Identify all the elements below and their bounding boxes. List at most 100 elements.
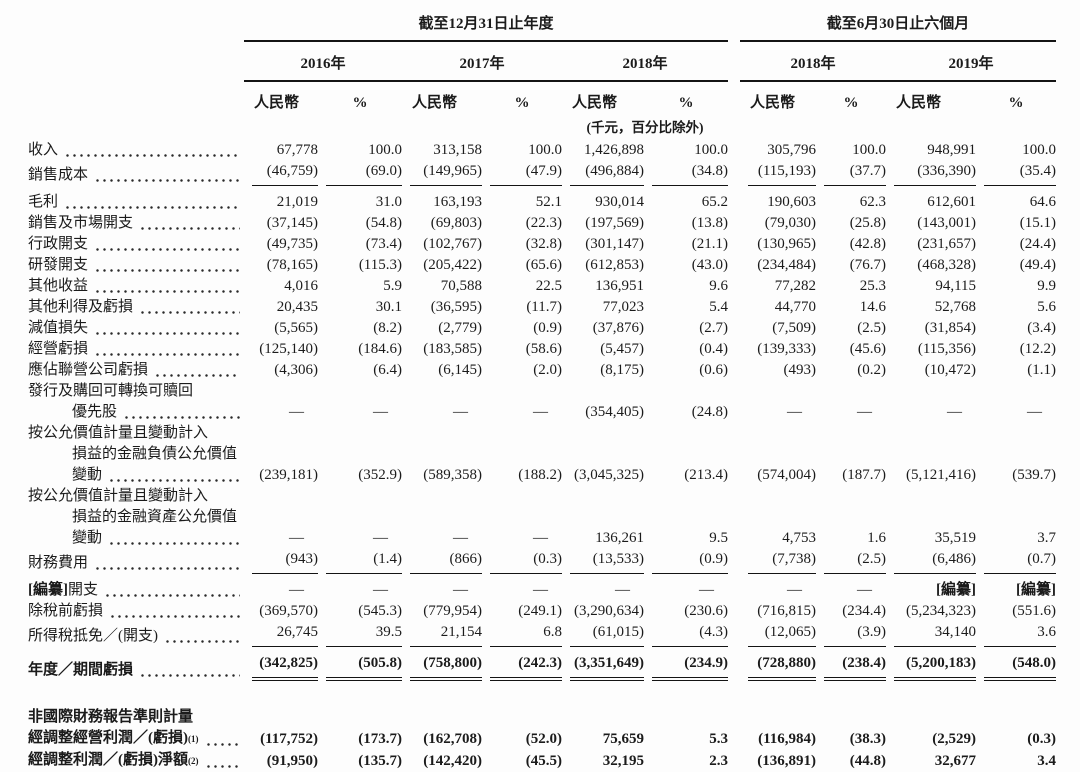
value-cell: (0.3) — [1027, 731, 1057, 747]
value-cell: (188.2) — [518, 467, 562, 483]
value-cell: 9.9 — [1037, 278, 1057, 294]
row-label: 減值損失 — [28, 318, 244, 339]
value-cell: (231,657) — [917, 236, 977, 252]
value-cell: — — [289, 530, 304, 546]
year-2017: 2017年 — [402, 41, 562, 82]
table-row: 其他利得及虧損 20,435 30.1 (36,595) (11.7) 77,023 5.4… — [28, 297, 1056, 318]
value-cell: — — [615, 582, 630, 598]
value-cell: 3.4 — [1037, 753, 1057, 769]
value-cell: (46,759) — [244, 161, 318, 186]
row-label: 年度／期間虧損 — [28, 647, 244, 681]
value-cell: — — [453, 404, 468, 420]
value-cell: (468,328) — [917, 257, 977, 273]
value-cell: (25.8) — [849, 215, 887, 231]
value-cell: — — [373, 530, 388, 546]
value-cell: (5,565) — [274, 320, 318, 336]
table-row: [編纂] 開支 — — — — — — — — [編纂] [編纂] — [28, 574, 1056, 601]
row-label: 除稅前虧損 — [28, 601, 244, 622]
year-header-row: 2016年 2017年 2018年 2018年 2019年 — [28, 41, 1057, 82]
value-cell: (2.5) — [816, 549, 887, 574]
value-cell: (184.6) — [358, 341, 402, 357]
value-cell: (7,738) — [740, 549, 817, 574]
subheader-row: 人民幣 % 人民幣 % 人民幣 % 人民幣 % 人民幣 % — [28, 81, 1056, 114]
value-cell: 5.3 — [709, 731, 729, 747]
row-label: 應佔聯營公司虧損 — [28, 360, 244, 381]
value-cell: (369,570) — [259, 603, 318, 619]
dot-leader — [64, 154, 240, 157]
value-cell: (197,569) — [585, 215, 644, 231]
value-cell: — — [289, 404, 304, 420]
value-cell: 25.3 — [859, 278, 887, 294]
value-cell: (2.5) — [857, 320, 887, 336]
value-cell: 67,778 — [276, 142, 318, 158]
value-cell: (24.4) — [1019, 236, 1057, 252]
value-cell: — — [533, 404, 548, 420]
value-cell: 75,659 — [602, 731, 644, 747]
value-cell: (8,175) — [600, 362, 644, 378]
currency-header: 人民幣 — [896, 95, 942, 111]
value-cell: (31,854) — [924, 320, 977, 336]
value-cell: (3,045,325) — [574, 467, 644, 483]
currency-header: 人民幣 — [254, 95, 300, 111]
value-cell: 44,770 — [774, 299, 817, 315]
dot-leader — [108, 542, 240, 545]
group-title-interim: 截至6月30日止六個月 — [740, 8, 1057, 42]
value-cell: — — [453, 582, 468, 598]
value-cell: 2.3 — [709, 753, 729, 769]
currency-header: 人民幣 — [750, 95, 796, 111]
table-row: 收入 67,778 100.0 313,158 100.0 1,426,898 100.0 3… — [28, 140, 1056, 161]
value-cell: (102,767) — [423, 236, 482, 252]
value-cell: (149,965) — [402, 161, 482, 186]
group-header-row: 截至12月31日止年度 截至6月30日止六個月 — [28, 8, 1057, 42]
spacer-row — [28, 681, 1056, 707]
value-cell: (49.4) — [1019, 257, 1057, 273]
value-cell: (4,306) — [274, 362, 318, 378]
value-cell: (6.4) — [373, 362, 402, 378]
value-cell: 163,193 — [433, 194, 482, 210]
dot-leader — [94, 290, 240, 293]
row-label: 其他利得及虧損 — [28, 297, 244, 318]
row-label: 按公允價值計量且變動計入 損益的金融負債公允價值 變動 — [28, 423, 244, 486]
value-cell: (61,015) — [562, 622, 644, 647]
row-label: 非國際財務報告準則計量 — [28, 709, 194, 725]
value-cell: 6.8 — [482, 622, 562, 647]
table-row: 所得稅抵免／(開支) 26,745 39.5 21,154 6.8 (61,015) (4.… — [28, 622, 1057, 647]
row-label: 經營虧損 — [28, 339, 244, 360]
value-cell: (42.8) — [849, 236, 887, 252]
dot-leader — [139, 674, 240, 677]
value-cell: (162,708) — [423, 731, 482, 747]
value-cell: — — [453, 530, 468, 546]
value-cell: 20,435 — [276, 299, 318, 315]
table-row: 研發開支 (78,165) (115.3) (205,422) (65.6) (612,8… — [28, 255, 1056, 276]
value-cell: 62.3 — [859, 194, 887, 210]
dot-leader — [108, 479, 240, 482]
value-cell: [編纂] — [1016, 582, 1057, 598]
table-row: 銷售及市場開支 (37,145) (54.8) (69,803) (22.3) (197,… — [28, 213, 1056, 234]
year-2019-interim: 2019年 — [886, 41, 1057, 82]
row-label: 銷售成本 — [28, 161, 244, 186]
table-row: 非國際財務報告準則計量 — [28, 707, 1056, 728]
row-label: 銷售及市場開支 — [28, 213, 244, 234]
value-cell: (7,509) — [772, 320, 817, 336]
value-cell: 94,115 — [935, 278, 977, 294]
value-cell: (37,876) — [592, 320, 644, 336]
value-cell: — — [373, 582, 388, 598]
value-cell: 190,603 — [767, 194, 817, 210]
value-cell: (2.7) — [699, 320, 729, 336]
value-cell: (79,030) — [764, 215, 817, 231]
value-cell: (551.6) — [1012, 603, 1057, 619]
value-cell: 30.1 — [375, 299, 402, 315]
value-cell: (143,001) — [917, 215, 977, 231]
value-cell: 313,158 — [433, 142, 482, 158]
value-cell: — — [289, 582, 304, 598]
value-cell: (342,825) — [244, 647, 318, 681]
table-row: 年度／期間虧損 (342,825) (505.8) (758,800) (242.3)(… — [28, 647, 1057, 681]
value-cell: — — [1027, 404, 1043, 420]
value-cell: (234,484) — [757, 257, 817, 273]
value-cell: — — [787, 582, 803, 598]
value-cell: (943) — [244, 549, 318, 574]
value-cell: (496,884) — [562, 161, 644, 186]
value-cell: — — [533, 530, 548, 546]
dot-leader — [94, 353, 240, 356]
value-cell: (115,356) — [917, 341, 977, 357]
